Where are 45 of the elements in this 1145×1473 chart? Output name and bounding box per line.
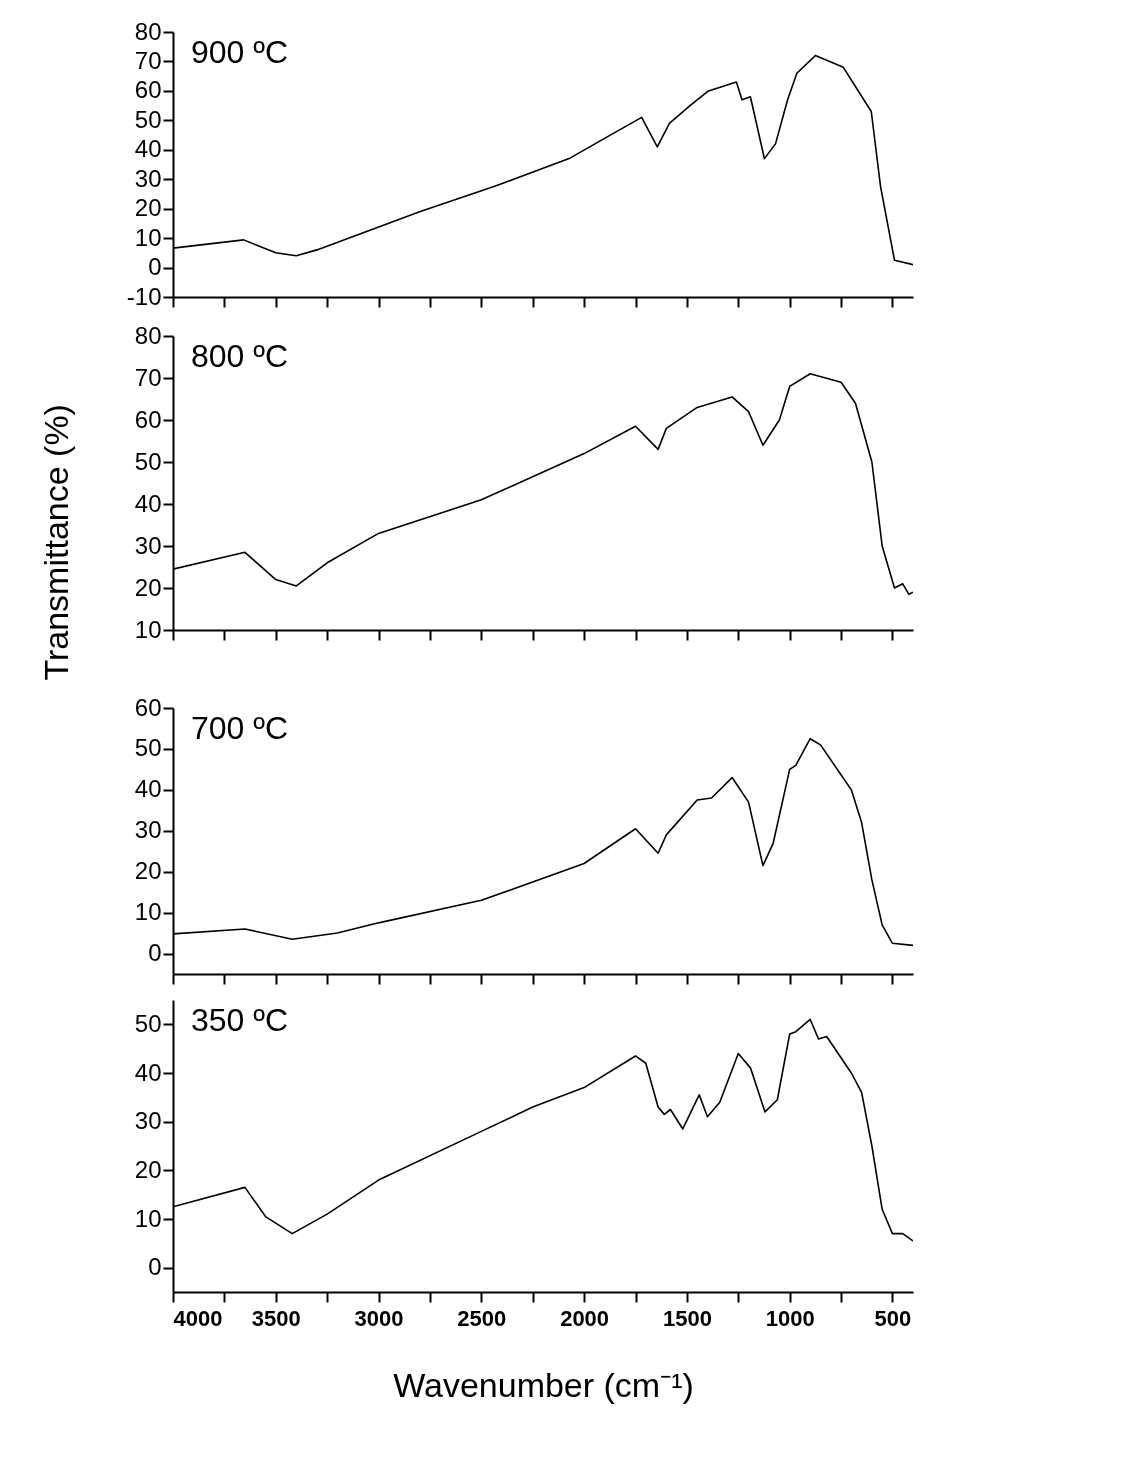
y-tick-label: 60 [134, 405, 162, 433]
y-tick-label: 50 [134, 1009, 162, 1037]
y-tick-label: 30 [134, 164, 162, 192]
x-tick-label: 2500 [457, 1305, 507, 1331]
annotation: 900 ºC [191, 34, 289, 70]
y-tick-label: 40 [134, 775, 162, 803]
y-tick-label: 20 [134, 573, 162, 601]
y-tick-label: 50 [134, 734, 162, 762]
y-tick-label: 10 [134, 1204, 162, 1232]
y-tick-label: 40 [134, 135, 162, 163]
y-tick-label: 0 [148, 253, 162, 281]
y-tick-label: 40 [134, 489, 162, 517]
y-axis-title: Transmittance (%) [36, 404, 75, 681]
y-tick-label: 80 [134, 17, 162, 45]
y-tick-label: 10 [134, 223, 162, 251]
x-tick-label: 1500 [662, 1305, 712, 1331]
y-tick-label: 30 [134, 1107, 162, 1135]
y-tick-label: 40 [134, 1058, 162, 1086]
y-tick-label: 20 [134, 857, 162, 885]
y-tick-label: 0 [148, 1253, 162, 1281]
y-tick-label: 10 [134, 898, 162, 926]
x-tick-label: 2000 [560, 1305, 610, 1331]
y-tick-label: 50 [134, 447, 162, 475]
y-tick-label: -10 [126, 282, 162, 310]
x-tick-label: 1000 [765, 1305, 815, 1331]
y-tick-label: 80 [134, 321, 162, 349]
y-tick-label: 20 [134, 194, 162, 222]
y-tick-label: 10 [134, 615, 162, 643]
x-axis-title: Wavenumber (cm⁻¹) [393, 1365, 694, 1404]
x-tick-label: 500 [874, 1305, 912, 1331]
y-tick-label: 60 [134, 76, 162, 104]
x-tick-label: 3000 [354, 1305, 404, 1331]
y-tick-label: 70 [134, 46, 162, 74]
y-tick-label: 50 [134, 105, 162, 133]
y-tick-label: 20 [134, 1155, 162, 1183]
x-tick-label: 3500 [251, 1305, 301, 1331]
annotation: 350 ºC [191, 1002, 289, 1038]
y-tick-label: 70 [134, 363, 162, 391]
annotation: 700 ºC [191, 710, 289, 746]
x-tick-label: 4000 [173, 1305, 223, 1331]
y-tick-label: 60 [134, 693, 162, 721]
y-tick-label: 30 [134, 531, 162, 559]
y-tick-label: 0 [148, 939, 162, 967]
annotation: 800 ºC [191, 338, 289, 374]
y-tick-label: 30 [134, 816, 162, 844]
